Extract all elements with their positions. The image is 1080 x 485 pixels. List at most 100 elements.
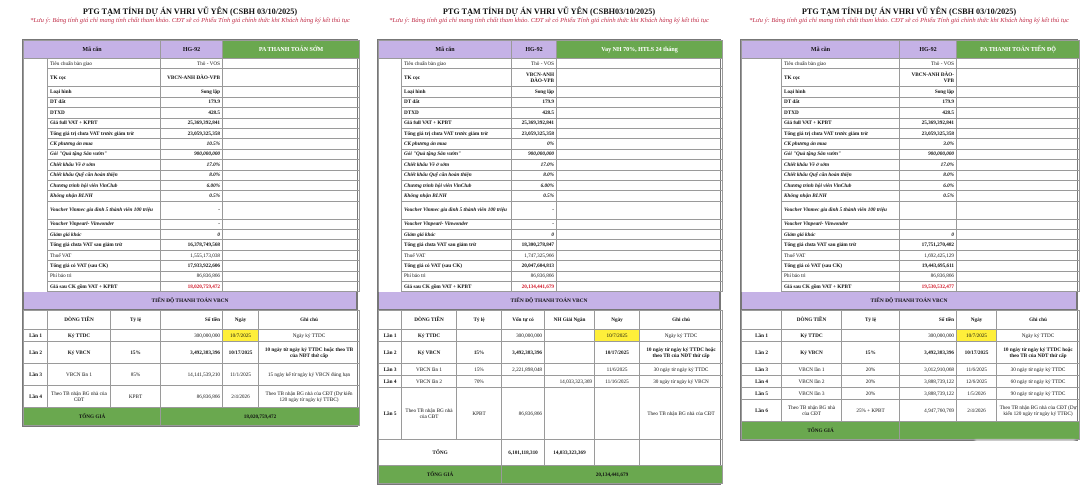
- detail-empty-cell: [222, 260, 361, 272]
- detail-label: Phí bảo trì: [780, 270, 901, 283]
- detail-label: Tiêu chuẩn bàn giao: [780, 57, 901, 70]
- empty-cell: [639, 439, 723, 467]
- detail-label: Voucher Vinmec gia đình 5 thành viên 100…: [46, 200, 162, 220]
- unit-code-value: HG-92: [511, 40, 558, 59]
- detail-label: Giá sau CK gồm VAT + KPBT: [400, 281, 513, 293]
- column-header: Số tiền: [160, 310, 223, 331]
- schedule-cell: 20%: [841, 387, 900, 401]
- detail-value: 1,692,425,129: [899, 249, 958, 262]
- detail-value: 25,369,392,841: [899, 117, 958, 129]
- column-header: [378, 310, 402, 331]
- detail-row: Thuế VAT 1,747,325,966: [379, 249, 724, 262]
- detail-label: Tiêu chuẩn bàn giao: [400, 57, 513, 70]
- detail-empty-cell: [556, 68, 724, 88]
- detail-empty-cell: [956, 270, 1080, 283]
- detail-row: Tổng giá chưa VAT sau giảm trừ 18,300,278…: [379, 239, 724, 251]
- detail-row: Không nhận BLNH 0.5%: [24, 190, 361, 202]
- detail-label: CK phương án mua: [780, 138, 901, 150]
- details-table: Mã căn HG-92 PA THANH TOÁN SỚM Tiêu chuẩn b…: [22, 40, 361, 293]
- unit-code-label: Mã căn: [22, 40, 162, 59]
- detail-row: Chương trình hội viên VinClub 6.0%: [742, 179, 1080, 192]
- schedule-cell: 300,000,000: [899, 329, 957, 343]
- column-header: Vốn tự có: [501, 310, 545, 331]
- sheet-title: PTG TẠM TÍNH DỰ ÁN VHRI VŨ YÊN (CSBH03/1…: [442, 7, 656, 16]
- schedule-cell: 10 ngày từ ngày ký TTDC hoặc theo TB của…: [996, 341, 1080, 365]
- detail-value: -: [511, 218, 558, 231]
- schedule-cell: Ngày ký TTDC: [996, 329, 1080, 343]
- schedule-cell: 30 ngày từ ngày ký TTDC: [996, 363, 1080, 377]
- detail-empty-cell: [956, 200, 1080, 220]
- detail-row: Không nhận BLNH 0.5%: [742, 190, 1080, 202]
- detail-label: Không nhận BLNH: [46, 190, 162, 202]
- column-header: [23, 310, 48, 331]
- detail-value: 8.0%: [511, 169, 558, 181]
- grand-total-value: [899, 421, 1080, 441]
- total-own-funds: 6,101,118,310: [501, 439, 545, 467]
- schedule-cell: 15 ngày kể từ ngày ký VBCN đúng hạn: [258, 363, 360, 387]
- column-header: Ghi chú: [639, 310, 723, 331]
- schedule-cell: [544, 387, 595, 441]
- schedule-cell: 300,000,000: [501, 329, 545, 343]
- detail-empty-cell: [956, 148, 1080, 161]
- detail-label: DT đất: [46, 96, 162, 109]
- sheet-title: PTG TẠM TÍNH DỰ ÁN VHRI VŨ YÊN (CSBH 03/…: [82, 7, 298, 16]
- schedule-cell: KPBT: [456, 387, 502, 441]
- detail-label: Tổng giá chưa VAT sau giảm trừ: [780, 239, 901, 251]
- detail-row: Tổng giá trị chưa VAT trước giảm trừ 23,0…: [379, 127, 724, 140]
- detail-row: Chiết khấu Quỹ căn hoàn thiện 8.0%: [24, 169, 361, 181]
- detail-empty-cell: [956, 138, 1080, 150]
- schedule-cell: Ký TTDC: [47, 329, 111, 343]
- detail-row: Giảm giá khác 0: [742, 229, 1080, 241]
- detail-value: 86,836,866: [160, 270, 224, 283]
- detail-row: TK cọc VBCN-ANH ĐÀO-VPB: [742, 68, 1080, 88]
- indent-cell: [378, 58, 402, 292]
- detail-row: Tổng giá có VAT (sau CK) 20,047,604,813: [379, 260, 724, 272]
- detail-row: Chiết khấu Quỹ căn hoàn thiện 8.0%: [379, 169, 724, 181]
- schedule-cell: Lần 4: [741, 375, 782, 389]
- column-header: Ngày: [956, 310, 997, 331]
- schedule-row: Lần 4 Theo TB nhận BG nhà của CĐT KPBT 86,8…: [23, 385, 360, 409]
- schedule-cell: KPBT: [110, 385, 161, 409]
- detail-value: 6.00%: [511, 179, 558, 192]
- detail-value: VBCN-ANH ĐÀO-VPB: [899, 68, 958, 88]
- schedule-cell: Lần 1: [741, 329, 782, 343]
- schedule-row: Lần 4 VBCN lần 2 20% 3,888,739,122 12/6/2025…: [741, 375, 1080, 389]
- schedule-cell: 10/7/2025: [222, 329, 259, 343]
- detail-value: 0: [160, 229, 224, 241]
- detail-empty-cell: [956, 281, 1080, 293]
- detail-empty-cell: [222, 239, 361, 251]
- detail-empty-cell: [556, 169, 724, 181]
- schedule-cell: 3,888,739,122: [899, 375, 957, 389]
- schedule-cell: [544, 341, 595, 365]
- detail-row: Giá full VAT + KPBT 25,369,392,841: [379, 117, 724, 129]
- detail-label: Chiết khấu Về ở sớm: [46, 159, 162, 171]
- detail-empty-cell: [222, 270, 361, 283]
- detail-label: Gói "Quà tặng Sân vườn": [780, 148, 901, 161]
- disclaimer-note: *Lưu ý: Bảng tính giá chỉ mang tính chất…: [389, 17, 709, 24]
- detail-row: Chương trình hội viên VinClub 6.00%: [379, 179, 724, 192]
- schedule-row: Lần 3 VBCN lần 1 85% 14,141,539,210 11/1/202…: [23, 363, 360, 387]
- detail-row: DTXD 428.5: [742, 107, 1080, 119]
- detail-label: Phí bảo trì: [46, 270, 162, 283]
- schedule-header-row: DÒNG TIỀN Tỷ lệ Số tiền Ngày Ghi chú: [741, 310, 1080, 331]
- schedule-row: Lần 5 VBCN lần 3 20% 3,888,739,122 1/5/2026 9…: [741, 387, 1080, 401]
- detail-empty-cell: [556, 96, 724, 109]
- detail-empty-cell: [556, 249, 724, 262]
- schedule-cell: 10/7/2025: [594, 329, 640, 343]
- schedule-cell: [110, 329, 161, 343]
- schedule-cell: 10/17/2025: [956, 341, 997, 365]
- detail-row: CK phương án mua 0%: [379, 138, 724, 150]
- detail-empty-cell: [222, 96, 361, 109]
- detail-value: 0.5%: [511, 190, 558, 202]
- detail-value: Thô - VOS: [511, 57, 558, 70]
- schedule-cell: Ngày ký TTDC: [258, 329, 360, 343]
- schedule-cell: Ký TTDC: [401, 329, 457, 343]
- disclaimer-note: *Lưu ý: Bảng tính giá chỉ mang tính chất…: [30, 17, 350, 24]
- payment-option-title: PA THANH TOÁN SỚM: [222, 40, 361, 59]
- detail-value: 25,369,392,841: [511, 117, 558, 129]
- schedule-row: Lần 1 Ký TTDC 300,000,000 10/7/2025 Ngày ký …: [378, 329, 723, 343]
- schedule-cell: 2/4/2026: [222, 385, 259, 409]
- schedule-cell: Lần 3: [378, 363, 402, 377]
- column-header: Ghi chú: [258, 310, 360, 331]
- header-row: Mã căn HG-92 PA THANH TOÁN SỚM: [22, 40, 361, 59]
